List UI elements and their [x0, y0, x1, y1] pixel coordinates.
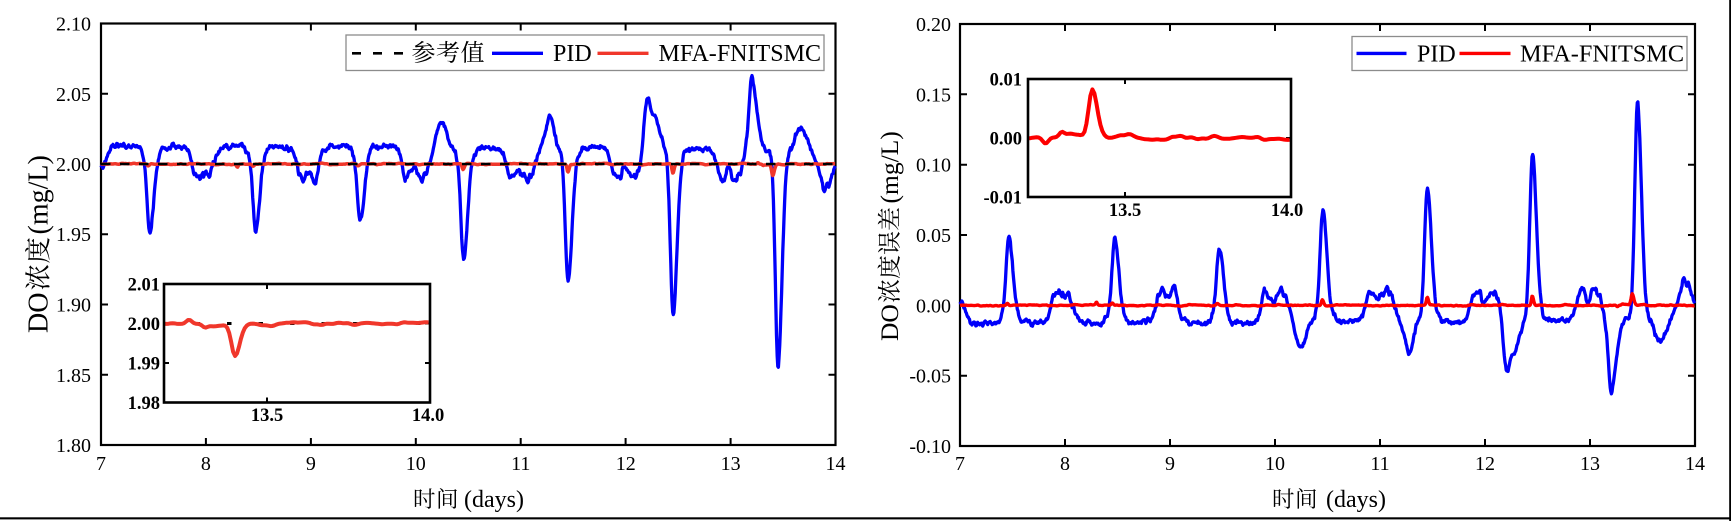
svg-text:11: 11 — [511, 453, 530, 475]
svg-text:0.20: 0.20 — [916, 14, 951, 36]
svg-text:9: 9 — [1165, 453, 1175, 475]
svg-text:2.01: 2.01 — [128, 276, 160, 296]
svg-text:14.0: 14.0 — [412, 406, 444, 426]
svg-text:-0.10: -0.10 — [909, 436, 951, 458]
svg-text:-0.01: -0.01 — [983, 189, 1022, 209]
svg-text:11: 11 — [1370, 453, 1389, 475]
svg-text:9: 9 — [306, 453, 316, 475]
svg-text:2.00: 2.00 — [56, 154, 91, 176]
svg-text:1.95: 1.95 — [56, 224, 91, 246]
svg-text:13.5: 13.5 — [1109, 201, 1141, 221]
svg-text:13.5: 13.5 — [251, 406, 283, 426]
svg-text:(days): (days) — [464, 487, 524, 513]
svg-text:8: 8 — [201, 453, 211, 475]
svg-text:0.10: 0.10 — [916, 155, 951, 177]
svg-text:(mg/L): (mg/L) — [24, 155, 55, 234]
svg-text:PID: PID — [1417, 42, 1456, 68]
svg-text:2.10: 2.10 — [56, 14, 91, 36]
svg-text:DO: DO — [24, 293, 55, 333]
svg-text:12: 12 — [616, 453, 636, 475]
svg-text:2.05: 2.05 — [56, 84, 91, 106]
svg-text:7: 7 — [96, 453, 106, 475]
svg-text:8: 8 — [1060, 453, 1070, 475]
svg-text:0.00: 0.00 — [916, 295, 951, 317]
svg-text:14: 14 — [1685, 453, 1705, 475]
svg-text:1.80: 1.80 — [56, 435, 91, 457]
svg-text:0.15: 0.15 — [916, 84, 951, 106]
svg-text:0.00: 0.00 — [990, 130, 1022, 150]
svg-text:1.98: 1.98 — [128, 394, 160, 414]
svg-text:(days): (days) — [1326, 487, 1386, 513]
svg-text:0.01: 0.01 — [990, 71, 1022, 91]
svg-text:13: 13 — [1580, 453, 1600, 475]
svg-text:-0.05: -0.05 — [909, 366, 951, 388]
svg-text:DO: DO — [875, 304, 904, 341]
svg-text:7: 7 — [955, 453, 965, 475]
svg-text:(mg/L): (mg/L) — [875, 131, 904, 203]
svg-text:10: 10 — [406, 453, 426, 475]
svg-text:2.00: 2.00 — [128, 315, 160, 335]
svg-text:MFA-FNITSMC: MFA-FNITSMC — [1520, 42, 1684, 68]
svg-text:1.85: 1.85 — [56, 365, 91, 387]
svg-text:12: 12 — [1475, 453, 1495, 475]
svg-text:10: 10 — [1265, 453, 1285, 475]
svg-text:14.0: 14.0 — [1271, 201, 1303, 221]
svg-text:13: 13 — [721, 453, 741, 475]
svg-text:1.90: 1.90 — [56, 295, 91, 317]
svg-text:14: 14 — [826, 453, 846, 475]
svg-text:0.05: 0.05 — [916, 225, 951, 247]
svg-text:PID: PID — [553, 41, 592, 67]
svg-text:MFA-FNITSMC: MFA-FNITSMC — [659, 41, 822, 67]
svg-text:1.99: 1.99 — [128, 355, 160, 375]
